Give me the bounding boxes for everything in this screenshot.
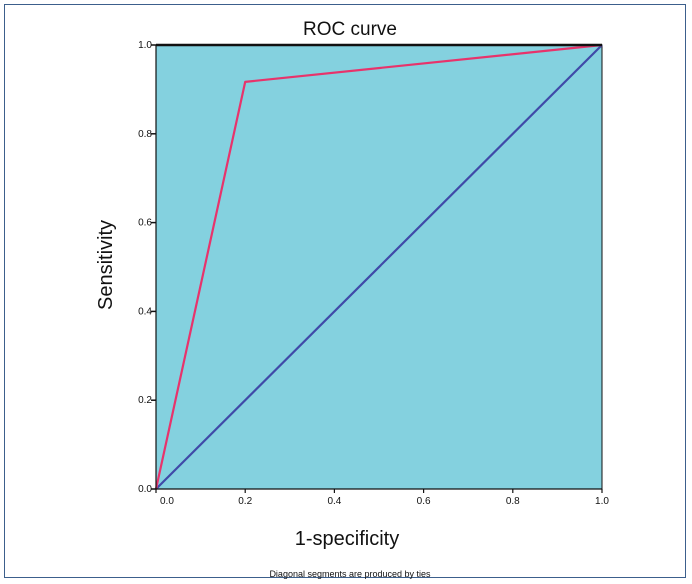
axis-layer: 0.0 0.2 0.4 0.6 0.8 1.0 0.0 0.2 0.4 0.6 0.8 1.0 bbox=[138, 40, 609, 507]
y-tick-label: 1.0 bbox=[138, 40, 152, 51]
x-tick-label: 0.2 bbox=[238, 496, 252, 507]
x-tick-label: 0.6 bbox=[417, 496, 431, 507]
reference-diagonal-line bbox=[155, 44, 603, 490]
y-tick-label: 0.2 bbox=[138, 395, 152, 406]
series-layer bbox=[154, 43, 603, 490]
footnote: Diagonal segments are produced by ties bbox=[269, 569, 431, 579]
y-tick-label: 0.0 bbox=[138, 484, 152, 495]
x-tick-label: 0.8 bbox=[506, 496, 520, 507]
chart-title: ROC curve bbox=[303, 19, 397, 40]
x-axis-label: 1-specificity bbox=[295, 528, 399, 550]
x-tick-label: 1.0 bbox=[595, 496, 609, 507]
y-tick-label: 0.6 bbox=[138, 218, 152, 229]
roc-curve-line bbox=[154, 43, 603, 490]
x-tick-label: 0.0 bbox=[160, 496, 174, 507]
y-axis-label: Sensitivity bbox=[95, 220, 117, 310]
x-tick-label: 0.4 bbox=[327, 496, 341, 507]
y-tick-label: 0.4 bbox=[138, 306, 152, 317]
y-tick-label: 0.8 bbox=[138, 129, 152, 140]
